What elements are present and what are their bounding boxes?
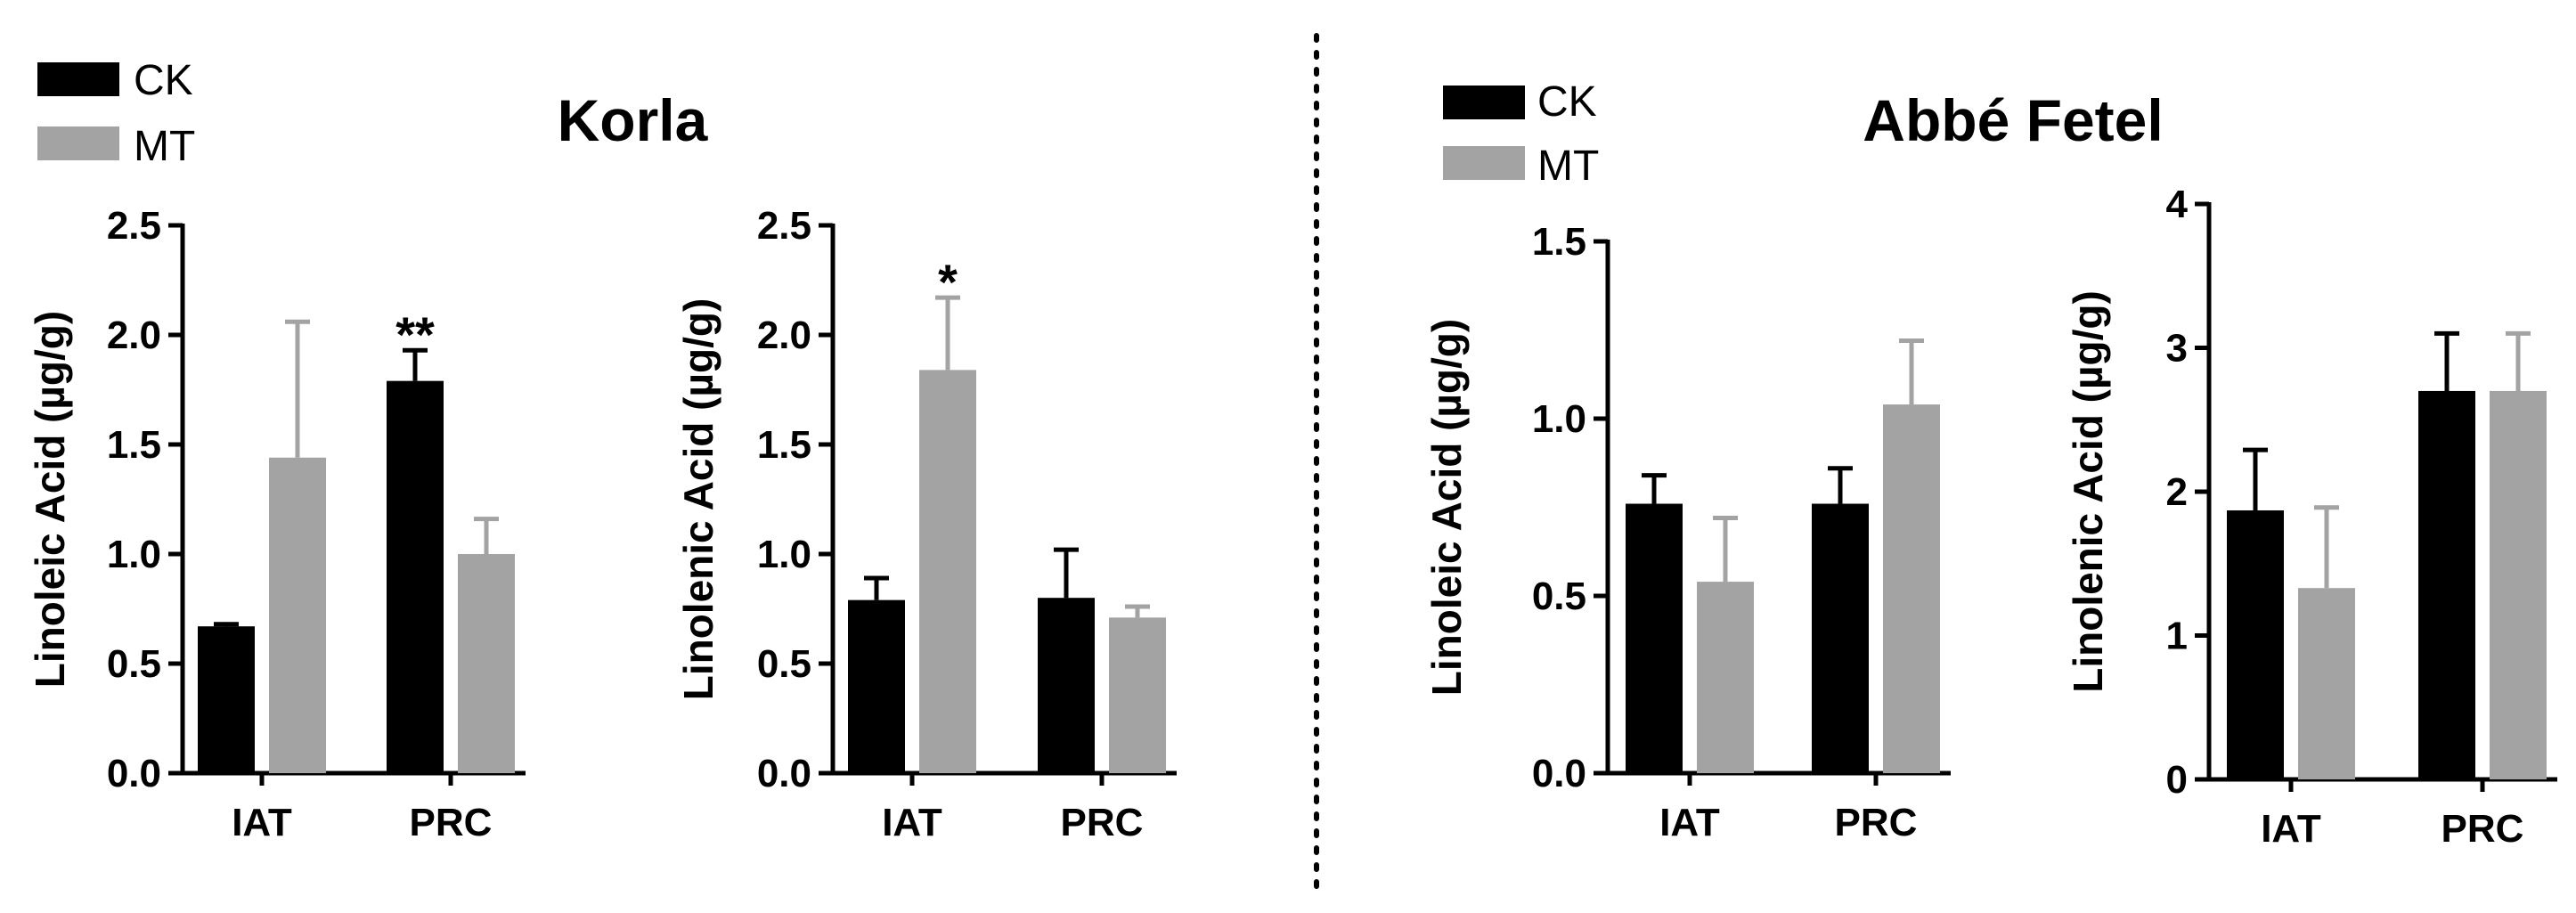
y-tick-label: 0 [2166,758,2188,802]
group-title-abbe-fetel: Abbé Fetel [1863,87,2163,153]
y-tick-label: 1.5 [1532,220,1586,264]
legend-swatch-ck [37,62,119,96]
bar-ck-iat [848,599,905,773]
legend-label-mt: MT [1537,143,1599,190]
bar-mt-iat [269,457,326,773]
group-title-korla: Korla [558,87,709,153]
y-axis-title: Linolenic Acid (µg/g) [675,298,721,701]
bar-mt-iat [919,370,976,773]
x-tick-label: PRC [1835,801,1918,844]
y-tick-label: 2.5 [107,204,161,248]
panel-korla-linoleic: 0.0 0.5 1.0 1.5 2.0 2.5 IAT PRC ** Linoleic Acid … [27,204,526,844]
legend-label-ck: CK [1537,78,1597,126]
y-axis-title: Linoleic Acid (µg/g) [27,311,73,688]
bar-ck-iat [2227,509,2284,779]
y-tick-label: 0.0 [757,752,811,795]
bar-ck-iat [198,626,255,773]
x-tick-label: IAT [1659,801,1720,844]
x-tick-label: PRC [2441,807,2524,851]
bar-ck-prc [387,380,444,773]
y-tick-label: 0.0 [107,752,161,795]
bar-mt-iat [1697,582,1754,773]
y-tick-label: 1 [2166,615,2188,658]
y-tick-label: 2.5 [757,204,811,248]
bar-mt-prc [1109,617,1166,773]
legend-swatch-mt [37,126,119,160]
panel-abbe-linolenic: 0 1 2 3 4 IAT PRC Linolenic Acid (µg/g) [2065,183,2557,851]
y-tick-label: 0.0 [1532,752,1586,795]
y-tick-label: 2 [2166,470,2188,514]
y-tick-label: 0.5 [1532,575,1586,618]
legend-swatch-ck [1443,86,1525,119]
x-tick-label: PRC [1061,801,1144,844]
legend-label-ck: CK [134,57,193,104]
x-tick-label: IAT [2261,807,2321,851]
y-tick-label: 0.5 [107,642,161,686]
y-axis-title: Linolenic Acid (µg/g) [2065,290,2111,693]
x-tick-label: IAT [882,801,942,844]
bar-mt-prc [458,554,515,773]
legend-swatch-mt [1443,146,1525,180]
bar-ck-prc [1038,598,1095,773]
bar-mt-prc [1883,404,1940,773]
x-tick-label: PRC [410,801,493,844]
y-tick-label: 4 [2166,183,2189,226]
panel-korla-linolenic: 0.0 0.5 1.0 1.5 2.0 2.5 IAT PRC * Linolenic Acid … [675,204,1177,844]
y-tick-label: 2.0 [757,314,811,357]
bar-ck-prc [2418,390,2475,779]
significance-label: ** [395,306,435,363]
y-axis-title: Linoleic Acid (µg/g) [1423,319,1470,696]
y-tick-label: 2.0 [107,314,161,357]
y-tick-label: 0.5 [757,642,811,686]
y-tick-label: 1.0 [107,533,161,576]
y-tick-label: 1.5 [757,423,811,467]
y-tick-label: 1.5 [107,423,161,467]
y-tick-label: 1.0 [757,533,811,576]
legend-abbe-fetel: CK MT [1443,78,1599,190]
bar-ck-prc [1812,503,1869,773]
significance-label: * [938,254,958,310]
y-tick-label: 1.0 [1532,397,1586,441]
bar-mt-iat [2298,588,2355,779]
y-tick-label: 3 [2166,327,2188,371]
x-tick-label: IAT [232,801,292,844]
panel-abbe-linoleic: 0.0 0.5 1.0 1.5 IAT PRC Linoleic Acid (µg/g) [1423,220,1951,844]
bar-mt-prc [2490,390,2547,779]
bar-ck-iat [1626,503,1683,773]
legend-label-mt: MT [134,123,195,170]
legend-korla: CK MT [37,57,195,170]
